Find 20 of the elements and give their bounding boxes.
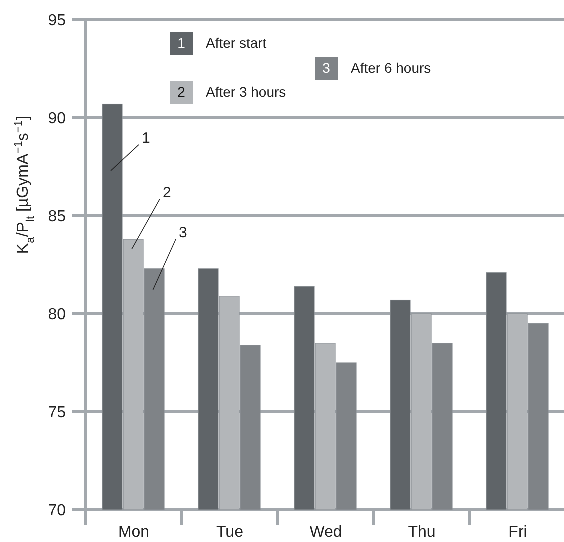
- text: 3: [322, 60, 330, 76]
- x-tick-label: Mon: [118, 524, 150, 541]
- text: 1: [178, 34, 186, 51]
- x-tick-label: Tue: [216, 524, 244, 541]
- text: 2: [178, 84, 186, 100]
- y-tick-label: 70: [48, 502, 66, 520]
- y-tick-label: 90: [48, 110, 66, 128]
- y-tick-label: 80: [48, 306, 66, 324]
- legend-label: After start: [206, 34, 267, 51]
- legend-label: After 3 hours: [206, 84, 286, 100]
- legend-label: After 6 hours: [351, 60, 432, 76]
- y-tick-label: 95: [48, 12, 66, 30]
- x-tick-label: Fri: [508, 524, 528, 541]
- x-tick-label: Wed: [310, 524, 342, 541]
- y-tick-label: 75: [48, 404, 66, 422]
- annotation: 2: [163, 184, 172, 202]
- x-tick-label: Thu: [408, 524, 436, 541]
- annotation: 3: [179, 224, 188, 242]
- annotation: 1: [142, 130, 150, 147]
- y-tick-label: 85: [48, 208, 66, 226]
